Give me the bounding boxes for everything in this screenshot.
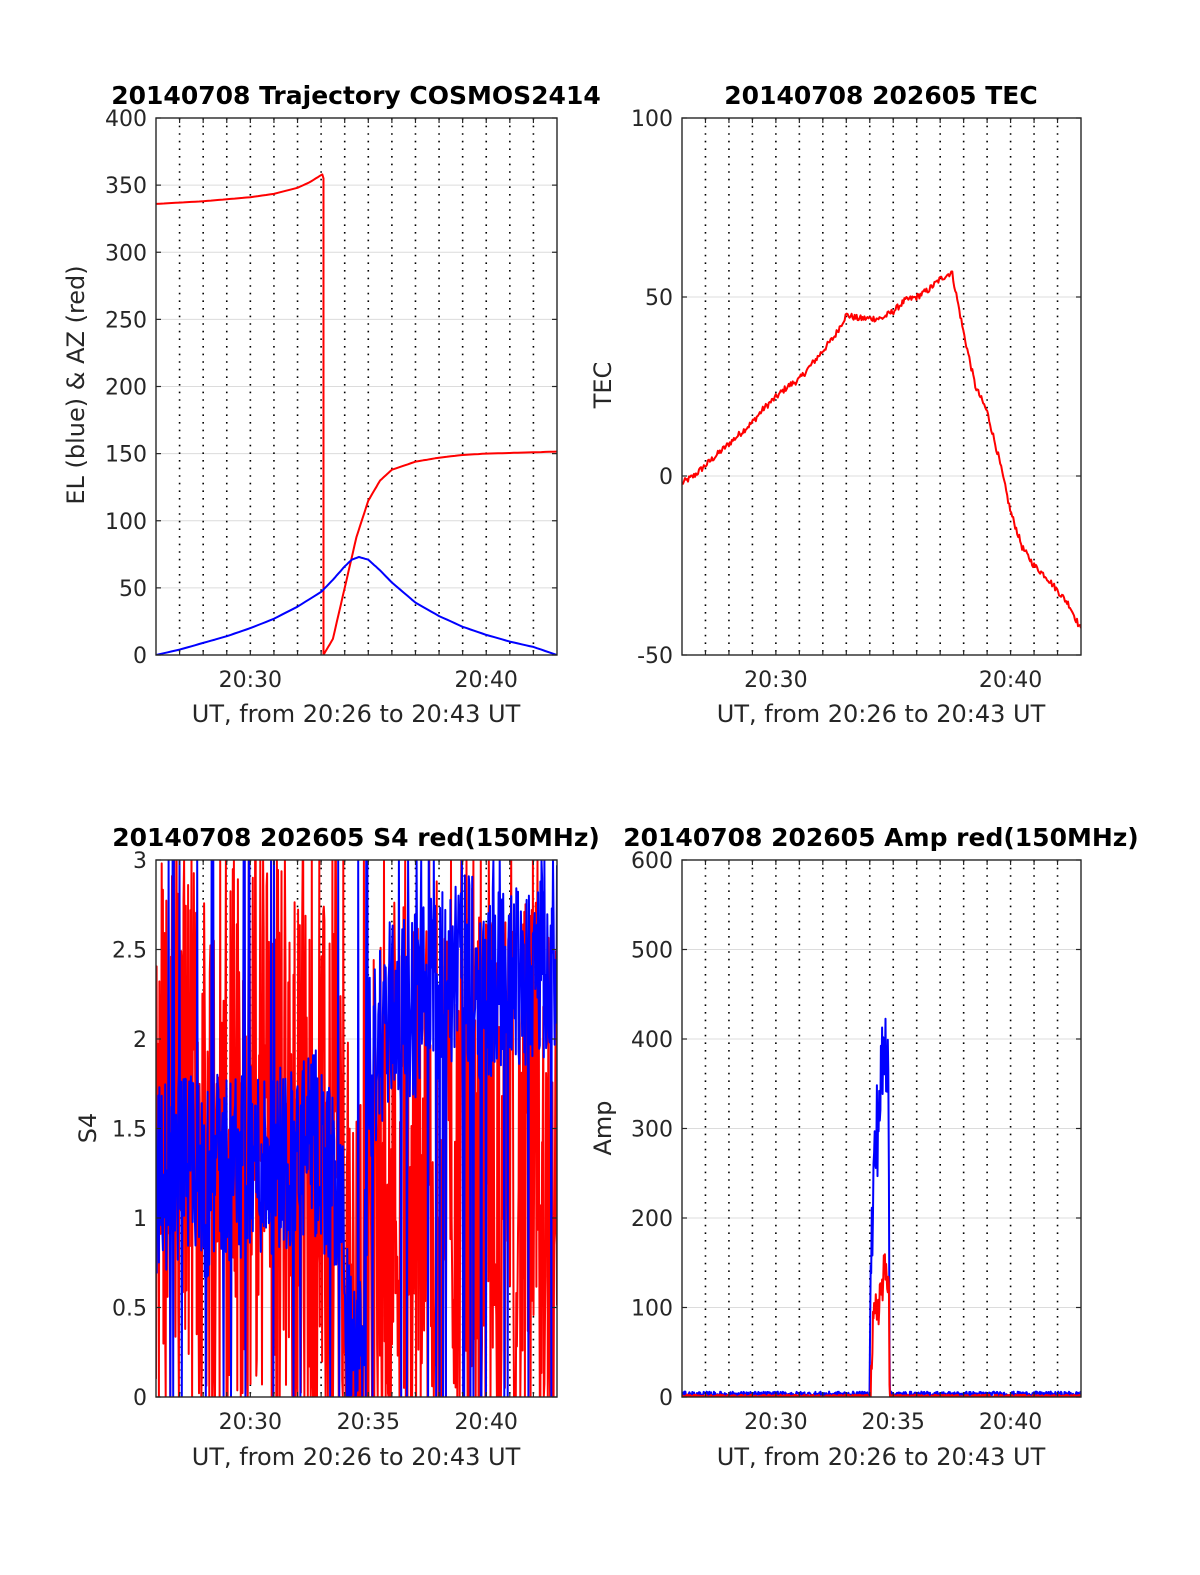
traj-y-tick-label: 250 (105, 308, 147, 333)
s4-y-tick-label: 2 (133, 1028, 147, 1053)
amp-x-axis-label: UT, from 20:26 to 20:43 UT (717, 1443, 1046, 1471)
trajectory-chart: 20140708 Trajectory COSMOS2414 UT, from … (62, 81, 601, 728)
tec-chart: 20140708 202605 TEC UT, from 20:26 to 20… (589, 81, 1082, 728)
s4-chart-title: 20140708 202605 S4 red(150MHz) (112, 823, 600, 852)
s4-chart: 20140708 202605 S4 red(150MHz) UT, from … (74, 823, 600, 1471)
s4-x-tick-label: 20:40 (455, 1410, 518, 1435)
traj-series-line-red (156, 173, 557, 655)
tec-x-axis-label: UT, from 20:26 to 20:43 UT (717, 700, 1046, 728)
s4-y-tick-label: 2.5 (112, 939, 147, 964)
amp-y-tick-label: 0 (659, 1386, 673, 1411)
traj-y-tick-label: 400 (105, 107, 147, 132)
amp-x-tick-label: 20:30 (744, 1410, 807, 1435)
s4-series-line-red (156, 860, 557, 1397)
tec-y-axis-label: TEC (589, 362, 617, 410)
tec-series-group (682, 270, 1081, 629)
s4-y-axis-label: S4 (74, 1113, 102, 1144)
tec-axes-frame (681, 117, 1082, 656)
traj-series-line-blue (156, 556, 557, 655)
tec-series-line-red (682, 270, 1081, 629)
amp-y-tick-label: 300 (631, 1118, 673, 1143)
s4-series-line-blue (156, 860, 557, 1397)
amp-chart: 20140708 202605 Amp red(150MHz) UT, from… (589, 823, 1139, 1471)
traj-y-tick-label: 100 (105, 510, 147, 535)
amp-y-tick-label: 100 (631, 1297, 673, 1322)
s4-x-tick-label: 20:35 (337, 1410, 400, 1435)
amp-x-tick-label: 20:35 (862, 1410, 925, 1435)
traj-x-tick-label: 20:30 (219, 668, 282, 693)
traj-y-tick-label: 350 (105, 174, 147, 199)
s4-y-tick-label: 1.5 (112, 1118, 147, 1143)
tec-x-tick-label: 20:40 (979, 668, 1042, 693)
traj-y-tick-label: 0 (133, 644, 147, 669)
amp-y-tick-label: 200 (631, 1207, 673, 1232)
tec-y-tick-label: -50 (637, 644, 673, 669)
s4-y-tick-label: 0.5 (112, 1297, 147, 1322)
traj-series-group (156, 173, 557, 655)
tec-y-tick-label: 0 (659, 465, 673, 490)
s4-y-tick-label: 1 (133, 1207, 147, 1232)
amp-y-tick-label: 400 (631, 1028, 673, 1053)
trajectory-chart-title: 20140708 Trajectory COSMOS2414 (111, 81, 601, 110)
s4-y-tick-label: 0 (133, 1386, 147, 1411)
traj-y-tick-label: 300 (105, 241, 147, 266)
traj-y-tick-label: 200 (105, 376, 147, 401)
tec-x-tick-label: 20:30 (744, 668, 807, 693)
amp-y-tick-label: 600 (631, 849, 673, 874)
traj-y-tick-label: 50 (119, 577, 147, 602)
tec-y-tick-label: 100 (631, 107, 673, 132)
s4-x-axis-label: UT, from 20:26 to 20:43 UT (192, 1443, 521, 1471)
s4-series-group (156, 860, 557, 1397)
traj-x-tick-label: 20:40 (455, 668, 518, 693)
traj-y-tick-label: 150 (105, 443, 147, 468)
tec-chart-title: 20140708 202605 TEC (724, 81, 1037, 110)
s4-y-tick-label: 3 (133, 849, 147, 874)
tec-plot-area (682, 118, 1081, 655)
amp-y-axis-label: Amp (589, 1100, 617, 1155)
amp-x-tick-label: 20:40 (979, 1410, 1042, 1435)
trajectory-y-axis-label: EL (blue) & AZ (red) (62, 265, 90, 504)
amp-chart-title: 20140708 202605 Amp red(150MHz) (623, 823, 1139, 852)
trajectory-x-axis-label: UT, from 20:26 to 20:43 UT (192, 700, 521, 728)
amp-y-tick-label: 500 (631, 939, 673, 964)
s4-x-tick-label: 20:30 (219, 1410, 282, 1435)
tec-y-tick-label: 50 (645, 286, 673, 311)
